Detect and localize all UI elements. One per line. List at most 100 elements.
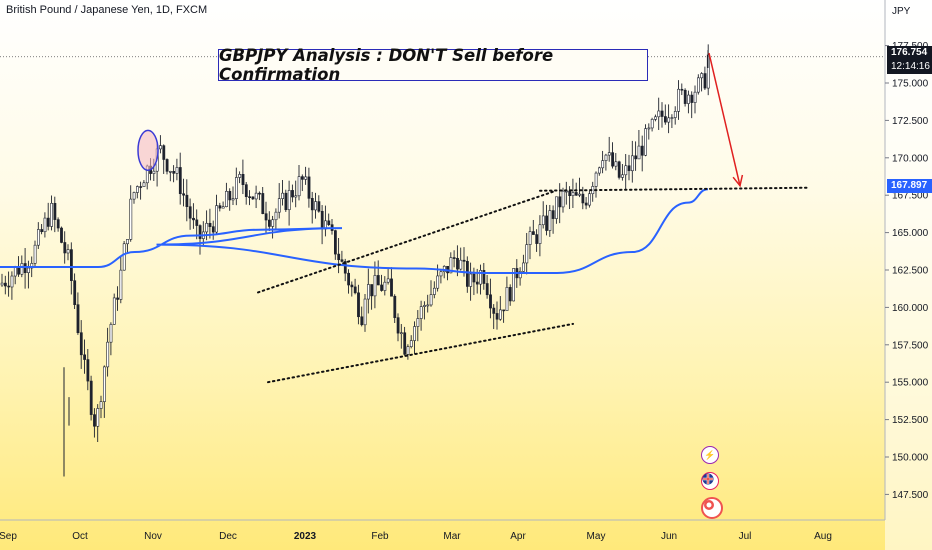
candle-body	[333, 230, 337, 255]
annotation-title[interactable]: GBPJPY Analysis : DON'T Sell before Conf…	[218, 46, 648, 84]
candle-body	[53, 202, 57, 220]
candle-body	[109, 324, 113, 343]
x-tick-label: Dec	[219, 531, 237, 542]
candle-body	[106, 341, 110, 368]
candle-body	[235, 177, 238, 199]
candle-body	[680, 88, 684, 91]
candle-body	[581, 193, 585, 204]
candle-body	[703, 73, 707, 89]
candle-body	[310, 198, 314, 211]
candle-body	[20, 263, 24, 275]
candles	[0, 44, 710, 477]
y-tick-label: 167.500	[892, 191, 929, 202]
candle-body	[162, 145, 166, 160]
candle-body	[670, 117, 674, 119]
candle-body	[86, 359, 90, 382]
candle-body	[360, 316, 364, 326]
candle-body	[647, 127, 651, 130]
x-tick-label: 2023	[294, 531, 317, 542]
candle-body	[667, 117, 671, 123]
candle-body	[129, 198, 133, 240]
candle-body	[70, 249, 73, 281]
candle-body	[634, 155, 638, 160]
candle-body	[112, 297, 116, 325]
candle-body	[489, 294, 492, 309]
candle-body	[165, 159, 169, 172]
support-trendline	[539, 186, 809, 192]
candle-body	[119, 269, 123, 300]
candle-body	[604, 154, 608, 161]
candle-body	[264, 213, 268, 221]
candle-body	[472, 273, 476, 283]
symbol-header[interactable]: British Pound / Japanese Yen, 1D, FXCM	[6, 4, 208, 16]
candle-body	[700, 73, 704, 79]
candle-body	[317, 201, 321, 212]
candle-body	[370, 284, 374, 297]
flag-icon[interactable]	[701, 472, 719, 490]
candle-body	[538, 224, 542, 244]
candle-body	[261, 193, 265, 214]
currency-label: JPY	[892, 6, 911, 17]
target-glyph	[704, 500, 714, 510]
candle-body	[614, 161, 618, 167]
candle-body	[660, 110, 664, 117]
candle-body	[50, 202, 54, 227]
x-tick-label: Aug	[814, 531, 832, 542]
candle-body	[386, 278, 390, 283]
x-tick-label: Apr	[510, 531, 526, 542]
y-tick-label: 155.000	[892, 378, 929, 389]
candle-body	[594, 172, 598, 187]
candle-body	[528, 231, 532, 245]
candle-body	[439, 271, 443, 277]
candle-body	[347, 272, 351, 286]
x-tick-label: Feb	[371, 531, 389, 542]
candle-body	[475, 281, 479, 285]
candle-body	[409, 340, 413, 347]
candle-body	[627, 165, 631, 172]
candle-body	[343, 261, 347, 274]
candle-body	[663, 116, 667, 123]
candle-body	[485, 283, 489, 296]
candle-body	[495, 313, 499, 320]
candle-body	[479, 270, 483, 285]
candle-body	[267, 219, 271, 227]
candle-body	[152, 170, 156, 174]
y-tick-label: 172.500	[892, 116, 929, 127]
candle-body	[574, 192, 578, 196]
candle-body	[116, 297, 120, 300]
candle-body	[366, 284, 370, 300]
candle-body	[83, 354, 87, 360]
candle-body	[221, 206, 225, 209]
candle-body	[96, 408, 100, 427]
candle-body	[142, 182, 146, 187]
candle-body	[432, 287, 436, 295]
candle-body	[399, 332, 403, 335]
candle-body	[304, 176, 308, 180]
candle-body	[456, 257, 459, 270]
price-axis[interactable]: 147.500 150.000 152.500 155.000 157.500 160.0…	[884, 0, 932, 550]
x-tick-label: Oct	[72, 531, 88, 542]
candle-body	[33, 244, 37, 264]
candle-body	[178, 167, 182, 195]
candle-body	[225, 191, 228, 207]
target-icon[interactable]	[701, 497, 723, 519]
candle-body	[555, 196, 558, 219]
candle-body	[621, 174, 624, 178]
candle-body	[126, 239, 129, 245]
x-tick-label: Nov	[144, 531, 162, 542]
candle-body	[452, 257, 456, 259]
y-tick-label: 147.500	[892, 490, 929, 501]
candle-body	[617, 161, 621, 178]
lightning-icon[interactable]: ⚡	[701, 446, 719, 464]
candle-body	[578, 193, 582, 196]
y-tick-label: 150.000	[892, 453, 929, 464]
candle-body	[231, 198, 235, 201]
candle-body	[188, 206, 192, 219]
time-axis[interactable]: Sep Oct Nov Dec 2023 Feb Mar Apr May Jun Jul Aug	[0, 519, 885, 542]
candle-body	[588, 193, 591, 206]
candle-body	[677, 88, 681, 112]
candle-body	[281, 192, 285, 199]
candle-body	[327, 220, 331, 225]
highlight-circle	[137, 129, 159, 172]
